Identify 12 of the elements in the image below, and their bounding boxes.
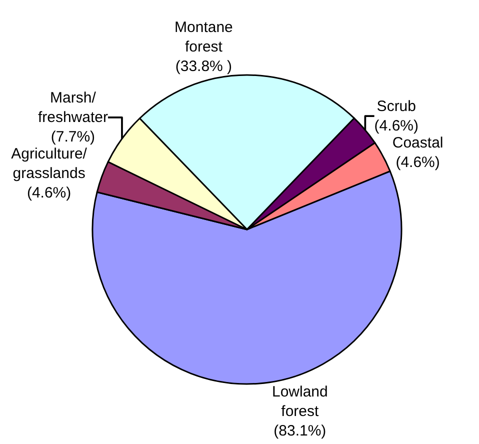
data-label: (4.6%) (396, 154, 440, 171)
slice-label: Lowland forest (272, 383, 328, 420)
slice-label: Montane forest (174, 19, 233, 56)
data-label: (33.8% ) (175, 58, 232, 75)
data-label: (4.6%) (374, 117, 418, 134)
data-label: (4.6%) (26, 184, 72, 202)
data-label: (7.7%) (50, 128, 96, 146)
slice-label: Scrub (376, 98, 416, 115)
slice-label: Coastal (392, 134, 444, 152)
slice-label: Agriculture/ grasslands (11, 145, 88, 182)
slice-label: Marsh/ freshwater (38, 89, 108, 126)
data-label: (83.1%) (274, 422, 326, 440)
